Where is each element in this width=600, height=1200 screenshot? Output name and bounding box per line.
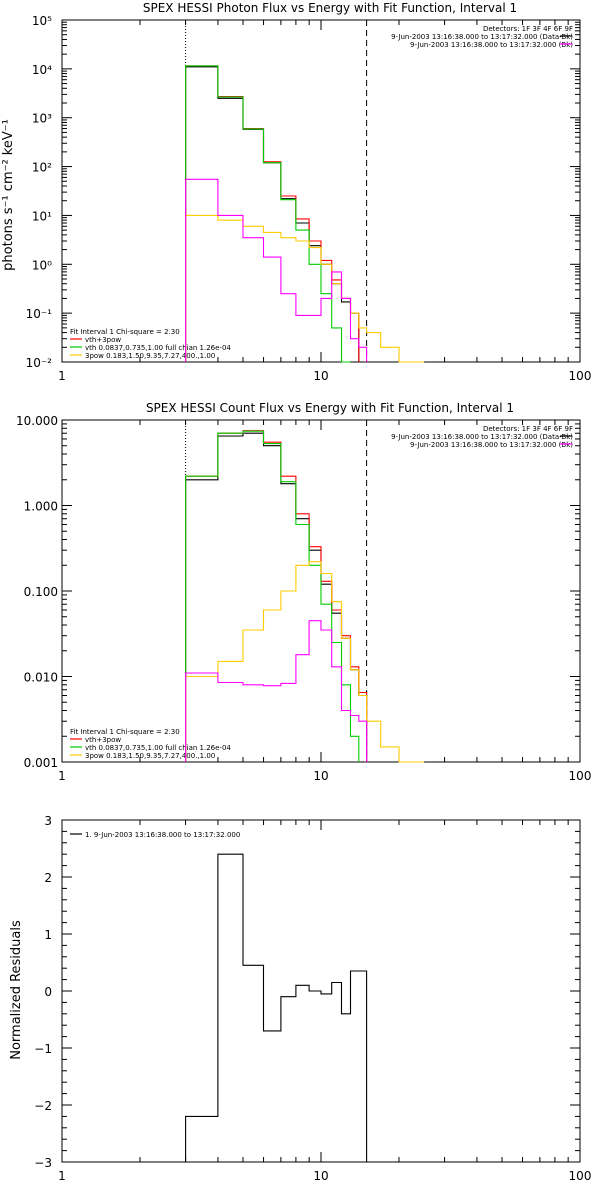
- photon-flux-title: SPEX HESSI Photon Flux vs Energy with Fi…: [143, 1, 517, 15]
- count-x-tick-label: 10: [313, 769, 328, 783]
- count-flux-panel: SPEX HESSI Count Flux vs Energy with Fit…: [70, 401, 573, 760]
- count-legend-bk: 9-Jun-2003 13:16:38.000 to 13:17:32.000 …: [410, 441, 573, 449]
- photon-series-bk: [185, 178, 368, 362]
- count-y-tick-label: 0.001: [24, 756, 58, 770]
- photon-y-tick-label: 10⁴: [32, 63, 52, 77]
- residuals-panel: Normalized Residuals 1. 9-Jun-2003 13:16…: [9, 831, 240, 1060]
- count-x-tick-label: 1: [58, 769, 66, 783]
- residual-y-tick-label: 2: [44, 871, 52, 885]
- photon-y-tick-label: 10⁵: [32, 14, 52, 28]
- photon-y-tick-label: 10⁰: [32, 258, 52, 272]
- residual-x-tick-label: 100: [569, 1169, 592, 1183]
- residual-y-tick-label: −1: [34, 1042, 52, 1056]
- count-detectors-label: Detectors: 1F 3F 4F 6F 9F: [483, 425, 573, 433]
- count-flux-title: SPEX HESSI Count Flux vs Energy with Fit…: [146, 401, 514, 415]
- photon-x-tick-label: 1: [58, 369, 66, 383]
- photon-y-tick-label: 10³: [32, 112, 52, 126]
- count-y-tick-label: 0.010: [24, 671, 58, 685]
- count-legend-3pow: 3pow 0.183,1.50,9.35,7.27,400.,1.00: [85, 752, 215, 760]
- residual-y-tick-label: 1: [44, 928, 52, 942]
- photon-legend-vth: vth 0.0837,0.735,1.00 full chian 1.26e-0…: [85, 344, 231, 352]
- photon-y-tick-label: 10¹: [32, 209, 52, 223]
- photon-series-vth: [185, 65, 351, 363]
- photon-x-tick-label: 10: [313, 369, 328, 383]
- photon-x-tick-label: 100: [569, 369, 592, 383]
- count-y-tick-label: 1.000: [24, 500, 58, 514]
- residuals-legend-entry: 1. 9-Jun-2003 13:16:38.000 to 13:17:32.0…: [85, 831, 240, 839]
- photon-flux-panel: SPEX HESSI Photon Flux vs Energy with Fi…: [1, 1, 573, 360]
- count-fit-interval-label: Fit Interval 1 Chi-square = 2.30: [70, 728, 180, 736]
- residual-y-tick-label: 3: [44, 814, 52, 828]
- count-series-vth: [185, 430, 360, 762]
- count-y-tick-label: 10.000: [16, 414, 58, 428]
- photon-y-tick-label: 10²: [32, 161, 52, 175]
- residual-x-tick-label: 10: [313, 1169, 328, 1183]
- photon-series-data-bk: [185, 66, 360, 362]
- photon-legend-vth-3pow: vth+3pow: [85, 336, 121, 344]
- photon-flux-ylabel: photons s⁻¹ cm⁻² keV⁻¹: [1, 119, 16, 271]
- photon-y-tick-label: 10⁻²: [26, 356, 53, 370]
- count-legend-data-bk: 9-Jun-2003 13:16:38.000 to 13:17:32.000 …: [391, 433, 573, 441]
- count-x-tick-label: 100: [569, 769, 592, 783]
- residual-x-tick-label: 1: [58, 1169, 66, 1183]
- photon-legend-3pow: 3pow 0.183,1.50,9.35,7.27,400.,1.00: [85, 352, 215, 360]
- count-series-bk: [185, 620, 368, 762]
- photon-legend-data-bk: 9-Jun-2003 13:16:38.000 to 13:17:32.000 …: [391, 33, 573, 41]
- count-legend-vth-3pow: vth+3pow: [85, 736, 121, 744]
- photon-detectors-label: Detectors: 1F 3F 4F 6F 9F: [483, 25, 573, 33]
- residual-y-tick-label: −2: [34, 1099, 52, 1113]
- count-legend-vth: vth 0.0837,0.735,1.00 full chian 1.26e-0…: [85, 744, 231, 752]
- residuals-ylabel: Normalized Residuals: [9, 920, 24, 1060]
- count-y-tick-label: 0.100: [24, 585, 58, 599]
- photon-fit-interval-label: Fit Interval 1 Chi-square = 2.30: [70, 328, 180, 336]
- residual-y-tick-label: 0: [44, 985, 52, 999]
- residual-series-residuals: [185, 853, 368, 1162]
- photon-y-tick-label: 10⁻¹: [26, 307, 53, 321]
- residual-y-tick-label: −3: [34, 1156, 52, 1170]
- photon-legend-bk: 9-Jun-2003 13:16:38.000 to 13:17:32.000 …: [410, 41, 573, 49]
